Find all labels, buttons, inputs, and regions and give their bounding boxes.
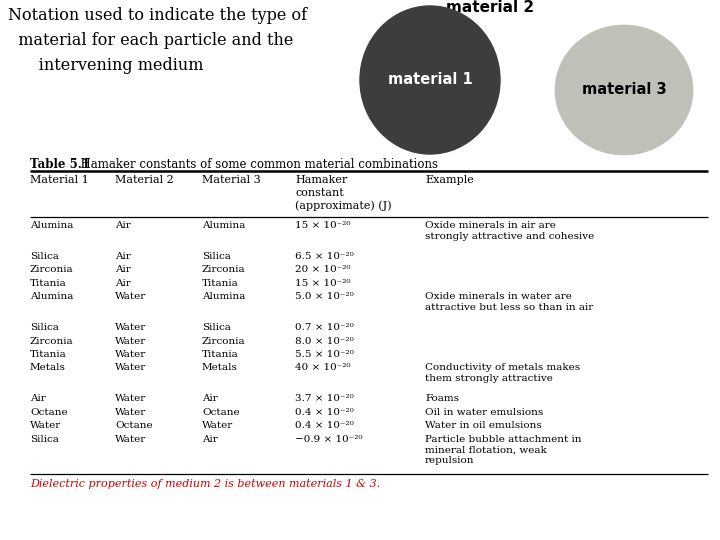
Text: Octane: Octane [202,408,240,417]
Text: Titania: Titania [202,350,239,359]
Text: material 2: material 2 [446,0,534,15]
Text: 0.7 × 10⁻²⁰: 0.7 × 10⁻²⁰ [295,323,354,332]
Text: Oxide minerals in water are
attractive but less so than in air: Oxide minerals in water are attractive b… [425,292,593,312]
Text: 8.0 × 10⁻²⁰: 8.0 × 10⁻²⁰ [295,336,354,346]
Text: Titania: Titania [30,350,67,359]
Ellipse shape [555,25,693,155]
Text: Water: Water [115,435,146,444]
Text: Water: Water [115,394,146,403]
Ellipse shape [360,6,500,154]
Text: Octane: Octane [30,408,68,417]
Text: −0.9 × 10⁻²⁰: −0.9 × 10⁻²⁰ [295,435,362,444]
Text: Titania: Titania [202,279,239,288]
Text: Alumina: Alumina [30,221,73,230]
Text: Hamaker
constant
(approximate) (J): Hamaker constant (approximate) (J) [295,175,392,211]
Text: Air: Air [30,394,46,403]
Text: Water: Water [115,292,146,301]
Text: Titania: Titania [30,279,67,288]
Text: Metals: Metals [202,363,238,373]
Text: Zirconia: Zirconia [30,336,73,346]
Text: 6.5 × 10⁻²⁰: 6.5 × 10⁻²⁰ [295,252,354,261]
Text: Water: Water [115,323,146,332]
Text: Water in oil emulsions: Water in oil emulsions [425,421,541,430]
Text: Zirconia: Zirconia [30,265,73,274]
Text: Metals: Metals [30,363,66,373]
Text: Material 3: Material 3 [202,175,261,185]
Text: Alumina: Alumina [202,221,246,230]
Text: Water: Water [115,350,146,359]
Text: Dielectric properties of medium 2 is between materials 1 & 3.: Dielectric properties of medium 2 is bet… [30,479,380,489]
Text: Silica: Silica [30,323,59,332]
Text: Water: Water [115,336,146,346]
Text: Water: Water [30,421,61,430]
Text: Material 1: Material 1 [30,175,89,185]
Text: Silica: Silica [202,323,231,332]
Text: 5.0 × 10⁻²⁰: 5.0 × 10⁻²⁰ [295,292,354,301]
Text: 0.4 × 10⁻²⁰: 0.4 × 10⁻²⁰ [295,408,354,417]
Text: 40 × 10⁻²⁰: 40 × 10⁻²⁰ [295,363,351,373]
Text: Air: Air [115,252,131,261]
Text: Notation used to indicate the type of
  material for each particle and the
     : Notation used to indicate the type of ma… [8,7,307,73]
Text: Silica: Silica [30,435,59,444]
Text: Air: Air [115,221,131,230]
Text: 5.5 × 10⁻²⁰: 5.5 × 10⁻²⁰ [295,350,354,359]
Text: Air: Air [202,435,217,444]
Text: Silica: Silica [30,252,59,261]
Text: 15 × 10⁻²⁰: 15 × 10⁻²⁰ [295,221,351,230]
Text: Particle bubble attachment in
mineral flotation, weak
repulsion: Particle bubble attachment in mineral fl… [425,435,582,465]
Text: Air: Air [202,394,217,403]
Text: Silica: Silica [202,252,231,261]
Text: Example: Example [425,175,474,185]
Text: Alumina: Alumina [30,292,73,301]
Text: Zirconia: Zirconia [202,336,246,346]
Text: Zirconia: Zirconia [202,265,246,274]
Text: Air: Air [115,265,131,274]
Text: 3.7 × 10⁻²⁰: 3.7 × 10⁻²⁰ [295,394,354,403]
Text: Conductivity of metals makes
them strongly attractive: Conductivity of metals makes them strong… [425,363,580,383]
Text: Water: Water [202,421,233,430]
Text: Table 5.1: Table 5.1 [30,158,90,171]
Text: Air: Air [115,279,131,288]
Text: Water: Water [115,363,146,373]
Text: 20 × 10⁻²⁰: 20 × 10⁻²⁰ [295,265,351,274]
Text: Water: Water [115,408,146,417]
Text: Oil in water emulsions: Oil in water emulsions [425,408,544,417]
Text: material 1: material 1 [387,72,472,87]
Text: 0.4 × 10⁻²⁰: 0.4 × 10⁻²⁰ [295,421,354,430]
Text: Alumina: Alumina [202,292,246,301]
Text: 15 × 10⁻²⁰: 15 × 10⁻²⁰ [295,279,351,288]
Text: Material 2: Material 2 [115,175,174,185]
Text: Oxide minerals in air are
strongly attractive and cohesive: Oxide minerals in air are strongly attra… [425,221,594,241]
Text: Hamaker constants of some common material combinations: Hamaker constants of some common materia… [73,158,438,171]
Text: material 3: material 3 [582,83,666,98]
Text: Octane: Octane [115,421,153,430]
Text: Foams: Foams [425,394,459,403]
